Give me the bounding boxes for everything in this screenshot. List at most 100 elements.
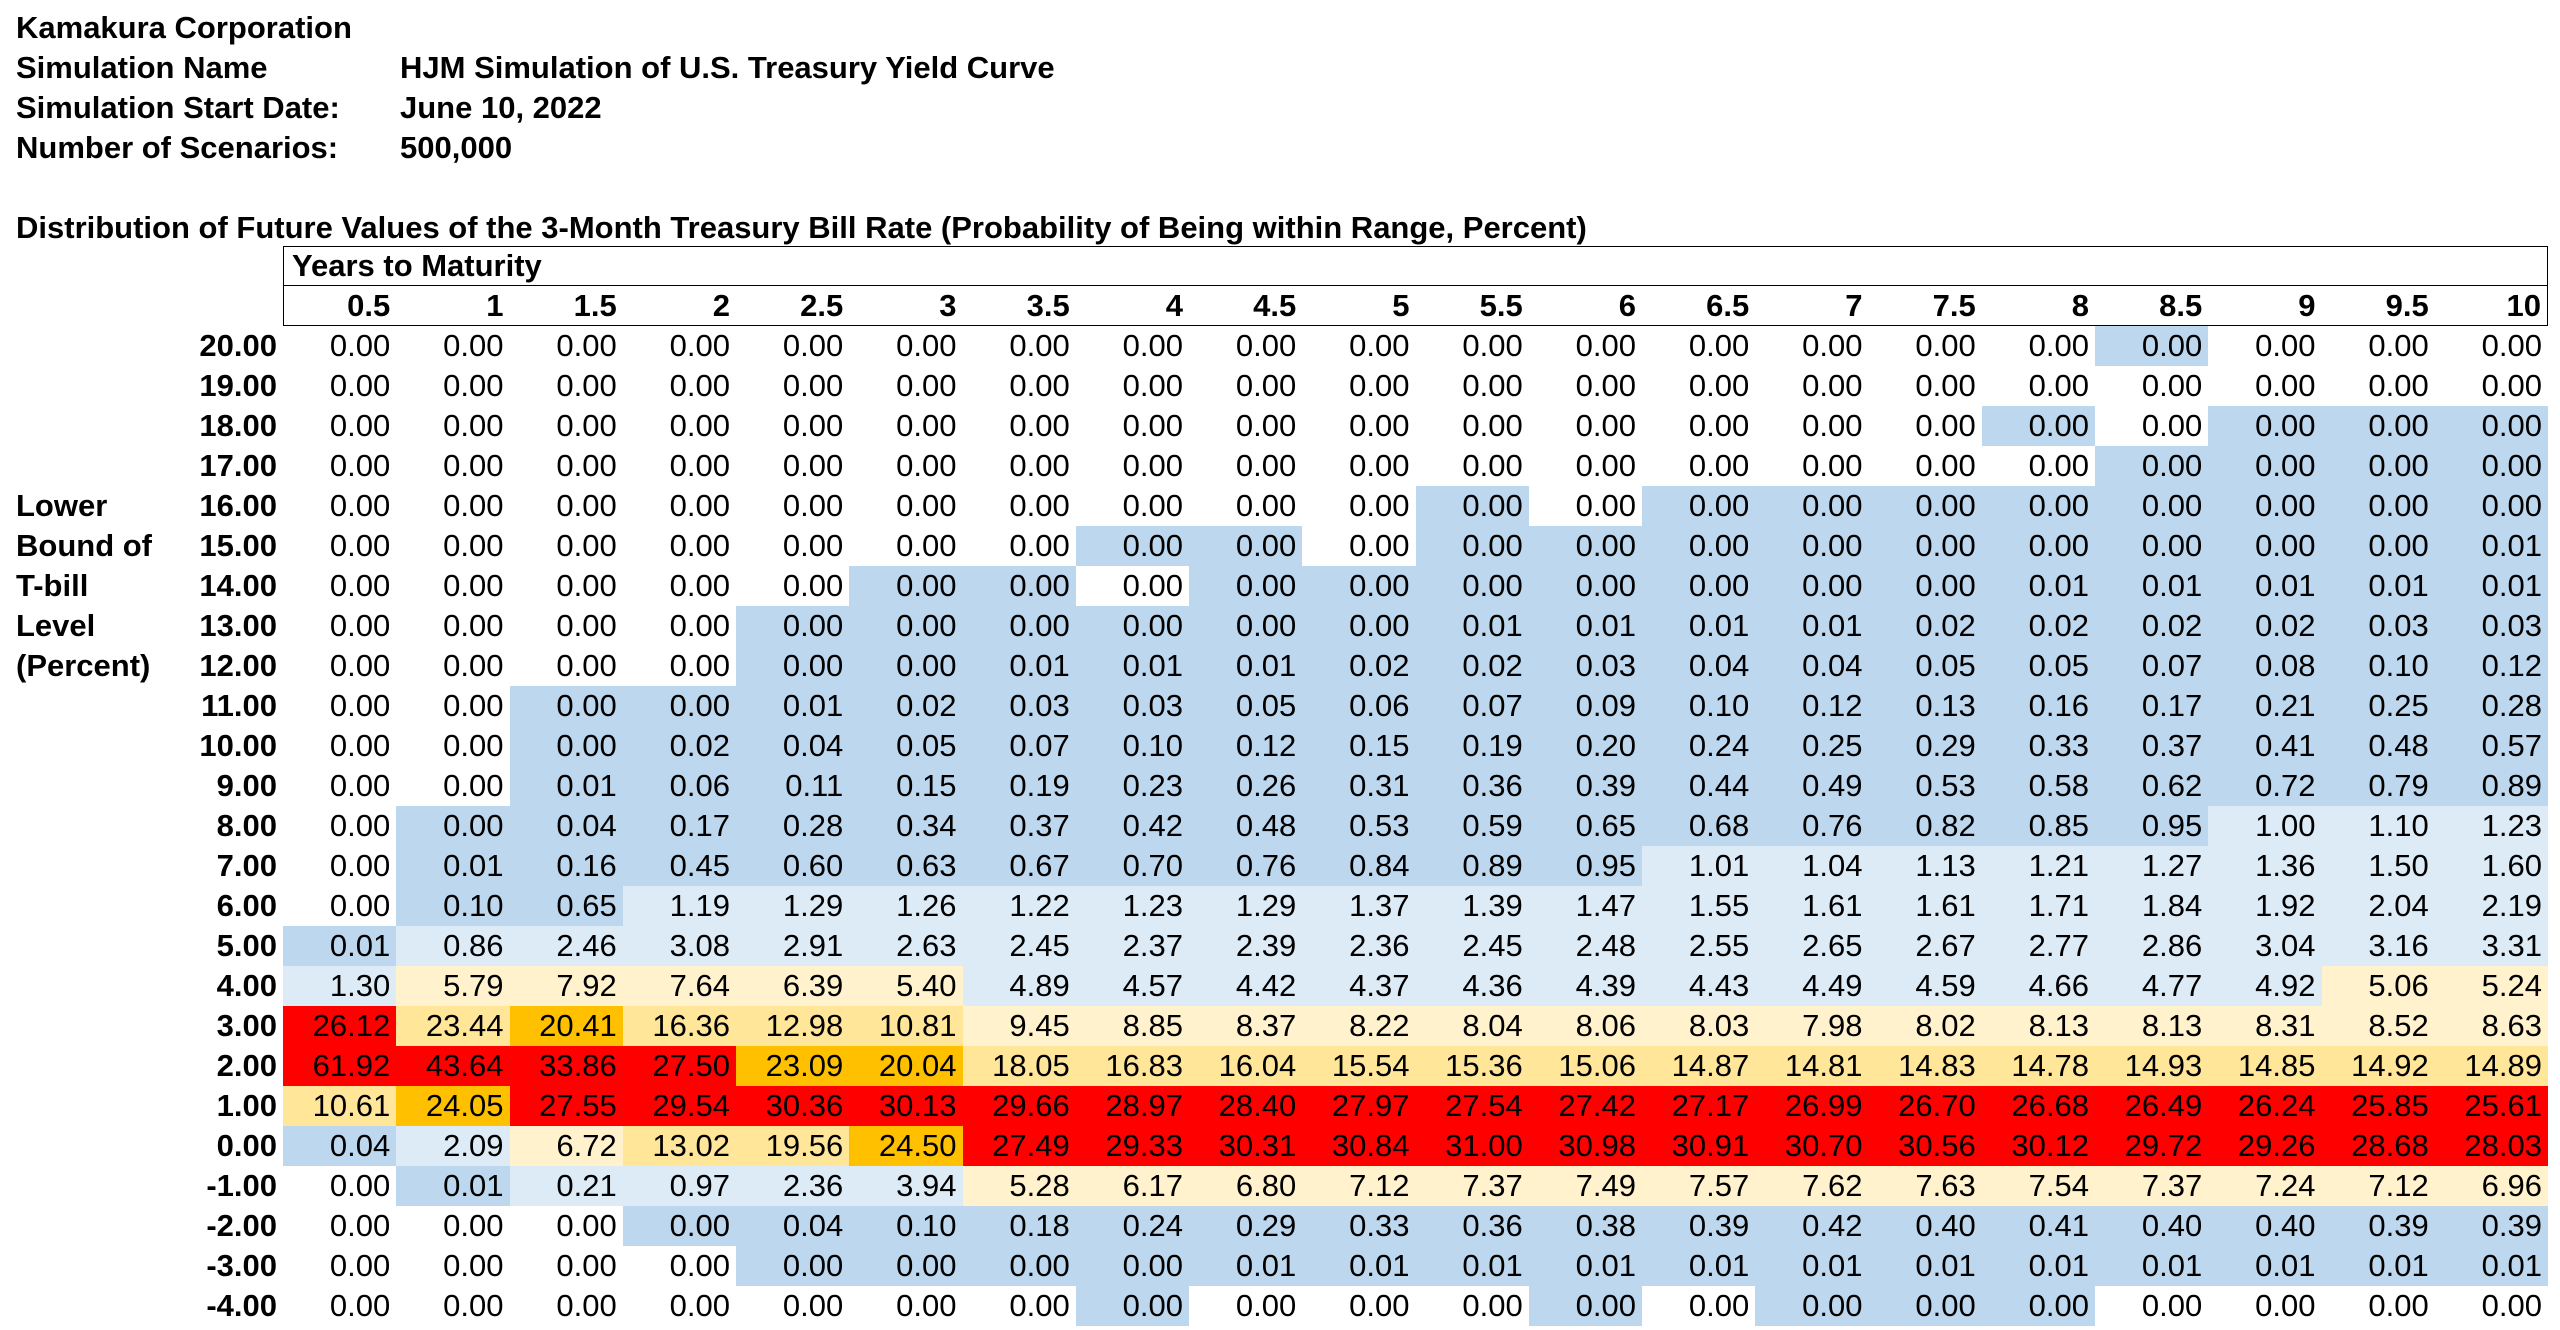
probability-cell: 0.28 xyxy=(736,806,850,846)
probability-cell: 26.68 xyxy=(1981,1086,2095,1126)
probability-cell: 0.02 xyxy=(849,686,963,726)
probability-cell: 0.17 xyxy=(2095,686,2209,726)
probability-cell: 26.99 xyxy=(1755,1086,1869,1126)
probability-cell: 0.01 xyxy=(1075,646,1189,686)
probability-cell: 0.12 xyxy=(1755,686,1869,726)
probability-cell: 0.58 xyxy=(1981,766,2095,806)
probability-cell: 15.36 xyxy=(1415,1046,1529,1086)
probability-cell: 0.00 xyxy=(1868,446,1982,486)
probability-cell: 0.00 xyxy=(962,1246,1076,1286)
probability-cell: 1.37 xyxy=(1302,886,1416,926)
maturity-header: 1.5 xyxy=(509,286,623,326)
probability-cell: 0.25 xyxy=(2321,686,2435,726)
probability-cell: 30.13 xyxy=(849,1086,963,1126)
probability-cell: 6.96 xyxy=(2434,1166,2548,1206)
probability-cell: 0.02 xyxy=(622,726,736,766)
probability-cell: 28.03 xyxy=(2434,1126,2548,1166)
probability-cell: 0.00 xyxy=(283,406,397,446)
probability-cell: 0.00 xyxy=(2321,486,2435,526)
probability-cell: 0.00 xyxy=(2434,1286,2548,1326)
probability-cell: 0.10 xyxy=(849,1206,963,1246)
probability-cell: 0.01 xyxy=(1528,1246,1642,1286)
probability-cell: 0.01 xyxy=(2208,1246,2322,1286)
probability-cell: 15.06 xyxy=(1528,1046,1642,1086)
probability-cell: 0.04 xyxy=(736,1206,850,1246)
probability-cell: 0.00 xyxy=(1528,486,1642,526)
probability-cell: 0.00 xyxy=(1868,526,1982,566)
probability-cell: 0.00 xyxy=(2321,1286,2435,1326)
probability-cell: 0.01 xyxy=(1302,1246,1416,1286)
probability-cell: 0.00 xyxy=(2095,326,2209,366)
maturity-header: 4.5 xyxy=(1189,286,1303,326)
probability-cell: 43.64 xyxy=(396,1046,510,1086)
probability-cell: 0.24 xyxy=(1075,1206,1189,1246)
probability-cell: 14.85 xyxy=(2208,1046,2322,1086)
probability-cell: 0.00 xyxy=(1868,366,1982,406)
probability-cell: 4.89 xyxy=(962,966,1076,1006)
probability-cell: 0.00 xyxy=(962,606,1076,646)
maturity-header: 3 xyxy=(849,286,963,326)
header-spacer xyxy=(0,246,283,286)
probability-cell: 0.29 xyxy=(1868,726,1982,766)
probability-cell: 7.12 xyxy=(1302,1166,1416,1206)
probability-cell: 0.00 xyxy=(849,486,963,526)
probability-cell: 0.00 xyxy=(1981,486,2095,526)
maturity-header: 8.5 xyxy=(2095,286,2209,326)
probability-cell: 13.02 xyxy=(622,1126,736,1166)
probability-cell: 6.39 xyxy=(736,966,850,1006)
probability-cell: 5.24 xyxy=(2434,966,2548,1006)
maturity-header: 7.5 xyxy=(1868,286,1982,326)
probability-cell: 0.82 xyxy=(1868,806,1982,846)
probability-cell: 0.41 xyxy=(1981,1206,2095,1246)
maturity-header: 9.5 xyxy=(2321,286,2435,326)
probability-cell: 1.00 xyxy=(2208,806,2322,846)
probability-cell: 0.34 xyxy=(849,806,963,846)
probability-cell: 0.02 xyxy=(2095,606,2209,646)
probability-cell: 0.00 xyxy=(849,646,963,686)
probability-cell: 0.00 xyxy=(509,326,623,366)
probability-cell: 0.00 xyxy=(962,366,1076,406)
probability-cell: 0.60 xyxy=(736,846,850,886)
probability-cell: 0.38 xyxy=(1528,1206,1642,1246)
probability-cell: 1.55 xyxy=(1642,886,1756,926)
row-axis-label-line: Bound of xyxy=(16,528,153,563)
probability-cell: 30.36 xyxy=(736,1086,850,1126)
probability-cell: 0.00 xyxy=(1189,526,1303,566)
row-lower-bound: 8.00 xyxy=(216,808,277,843)
probability-cell: 0.57 xyxy=(2434,726,2548,766)
probability-cell: 0.00 xyxy=(2095,366,2209,406)
probability-cell: 0.40 xyxy=(2095,1206,2209,1246)
probability-cell: 0.28 xyxy=(2434,686,2548,726)
probability-cell: 0.01 xyxy=(1755,606,1869,646)
probability-cell: 0.01 xyxy=(1415,1246,1529,1286)
probability-cell: 30.84 xyxy=(1302,1126,1416,1166)
row-lower-bound: 9.00 xyxy=(216,768,277,803)
probability-cell: 1.27 xyxy=(2095,846,2209,886)
probability-cell: 0.00 xyxy=(622,606,736,646)
probability-cell: 0.18 xyxy=(962,1206,1076,1246)
probability-cell: 2.48 xyxy=(1528,926,1642,966)
probability-cell: 0.00 xyxy=(509,606,623,646)
probability-cell: 0.00 xyxy=(962,1286,1076,1326)
probability-cell: 0.00 xyxy=(1075,446,1189,486)
probability-cell: 0.01 xyxy=(1528,606,1642,646)
probability-cell: 0.01 xyxy=(1755,1246,1869,1286)
probability-cell: 27.42 xyxy=(1528,1086,1642,1126)
probability-cell: 0.00 xyxy=(2321,406,2435,446)
probability-cell: 1.36 xyxy=(2208,846,2322,886)
probability-cell: 20.41 xyxy=(509,1006,623,1046)
probability-cell: 0.00 xyxy=(283,486,397,526)
probability-cell: 0.00 xyxy=(622,1206,736,1246)
probability-cell: 0.85 xyxy=(1981,806,2095,846)
probability-cell: 1.13 xyxy=(1868,846,1982,886)
probability-cell: 0.00 xyxy=(1075,526,1189,566)
probability-cell: 0.65 xyxy=(509,886,623,926)
probability-cell: 4.43 xyxy=(1642,966,1756,1006)
row-axis-label: Lower Bound of T-bill Level (Percent) xyxy=(16,486,152,686)
probability-cell: 1.21 xyxy=(1981,846,2095,886)
probability-cell: 3.04 xyxy=(2208,926,2322,966)
probability-cell: 8.03 xyxy=(1642,1006,1756,1046)
probability-cell: 0.25 xyxy=(1755,726,1869,766)
probability-cell: 0.03 xyxy=(2321,606,2435,646)
probability-cell: 30.56 xyxy=(1868,1126,1982,1166)
